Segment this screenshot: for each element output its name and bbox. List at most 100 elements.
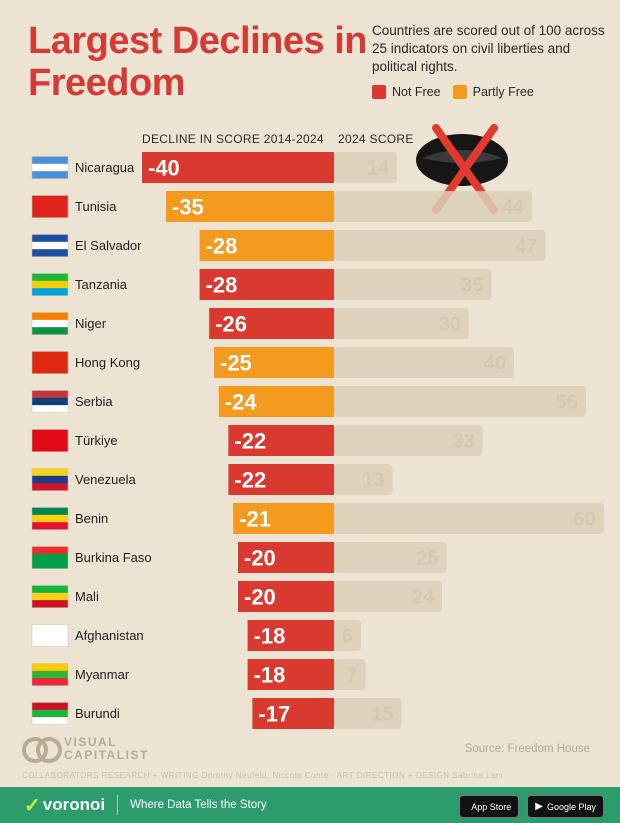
flag-border (31, 273, 69, 296)
tagline: Where Data Tells the Story (130, 799, 267, 811)
google-play-button[interactable]: ▶ Google Play (527, 795, 604, 818)
score-bar (334, 542, 447, 573)
decline-value-label: -18 (254, 624, 286, 649)
flag-stripe (32, 709, 68, 718)
decline-value-label: -17 (258, 702, 290, 727)
decline-value-label: -25 (220, 351, 252, 376)
flag-stripe (32, 163, 68, 172)
flag-stripe (32, 280, 68, 289)
flag-stripe (32, 507, 68, 516)
flag-border (31, 663, 69, 686)
country-label: Tunisia (75, 199, 117, 214)
flag-stripe (32, 631, 68, 640)
app-store-label: App Store (471, 801, 512, 812)
flag-stripe (32, 468, 68, 477)
score-value-label: 6 (342, 626, 353, 648)
store-badges: App Store ▶ Google Play (451, 795, 604, 818)
flag-stripe (32, 210, 68, 218)
visual-capitalist-logo: VISUAL CAPITALIST (22, 735, 149, 763)
flag-border (31, 351, 69, 374)
flag-border (31, 546, 69, 569)
decline-bar (199, 269, 334, 300)
decline-bar (247, 659, 334, 690)
decline-bar (166, 191, 334, 222)
brand-name: voronoi (42, 795, 106, 814)
flag-stripe (32, 522, 68, 530)
decline-value-label: -40 (148, 156, 180, 181)
google-play-label: Google Play (546, 801, 596, 812)
flag-stripe (32, 514, 68, 523)
score-bar (334, 659, 366, 690)
decline-value-label: -20 (244, 546, 276, 571)
score-bar (334, 581, 442, 612)
flag-stripe (32, 288, 68, 296)
decline-value-label: -35 (172, 195, 204, 220)
decline-bar (247, 620, 334, 651)
flag-border (31, 195, 69, 218)
score-bar (334, 269, 492, 300)
flag-tunisia-icon (31, 195, 69, 218)
flag-border (31, 624, 69, 647)
flag-border (31, 507, 69, 530)
flag-stripe (32, 600, 68, 608)
decline-value-label: -24 (225, 390, 258, 415)
score-value-label: 33 (452, 431, 474, 453)
legend-swatch-not-free (372, 85, 386, 99)
legend-label-partly-free: Partly Free (472, 85, 534, 99)
country-label: Venezuela (75, 472, 136, 487)
flag-stripe (32, 546, 68, 555)
flag-stripe (32, 195, 68, 204)
score-value-label: 14 (367, 158, 390, 180)
flag-hong-kong-icon (31, 351, 69, 374)
chart-area: Nicaragua 14 -40 Tunisia 44 -35 El Salvador 47 -… (31, 124, 604, 729)
flag-benin-icon (31, 507, 69, 530)
decline-value-label: -28 (206, 273, 238, 298)
flag-burkina-faso-icon (31, 546, 69, 569)
flag-stripe (32, 483, 68, 491)
flag-stripe (32, 156, 68, 165)
score-value-label: 30 (439, 314, 461, 336)
flag-stripe (32, 663, 68, 672)
decline-value-label: -18 (254, 663, 286, 688)
decline-value-label: -21 (239, 507, 271, 532)
score-value-label: 44 (502, 197, 525, 219)
flag-stripe (32, 670, 68, 679)
country-label: Burkina Faso (75, 550, 152, 565)
decline-value-label: -20 (244, 585, 276, 610)
score-value-label: 25 (416, 548, 438, 570)
country-label: Serbia (75, 394, 113, 409)
country-label: Hong Kong (75, 355, 140, 370)
flag-mali-icon (31, 585, 69, 608)
flag-nicaragua-icon (31, 156, 69, 179)
flag-stripe (32, 639, 68, 647)
legend: Not Free Partly Free (372, 85, 546, 99)
visual-capitalist-logo-icon (22, 737, 62, 763)
score-bar (334, 620, 361, 651)
flag-venezuela-icon (31, 468, 69, 491)
flag-tanzania-icon (31, 273, 69, 296)
flag-niger-icon (31, 312, 69, 335)
flag-border (31, 585, 69, 608)
flag-stripe (32, 312, 68, 321)
app-store-button[interactable]: App Store (459, 795, 520, 818)
country-label: Benin (75, 511, 108, 526)
flag-stripe (32, 273, 68, 282)
score-bar (334, 464, 393, 495)
flag-stripe (32, 358, 68, 367)
flag-stripe (32, 592, 68, 601)
flag-border (31, 312, 69, 335)
voronoi-brand[interactable]: ✓ voronoi (24, 793, 105, 818)
score-value-label: 56 (556, 392, 578, 414)
flag-stripe (32, 351, 68, 360)
decline-column-header: DECLINE IN SCORE 2014-2024 (142, 132, 324, 146)
score-value-label: 15 (371, 704, 393, 726)
flag-stripe (32, 366, 68, 374)
flag-stripe (32, 405, 68, 413)
country-label: Niger (75, 316, 107, 331)
logo-text: VISUAL CAPITALIST (64, 735, 149, 762)
country-label: Mali (75, 589, 99, 604)
footer-bar: ✓ voronoi Where Data Tells the Story App… (0, 787, 620, 823)
flag-stripe (32, 241, 68, 250)
decline-bar (218, 386, 334, 417)
decline-bar (238, 581, 334, 612)
